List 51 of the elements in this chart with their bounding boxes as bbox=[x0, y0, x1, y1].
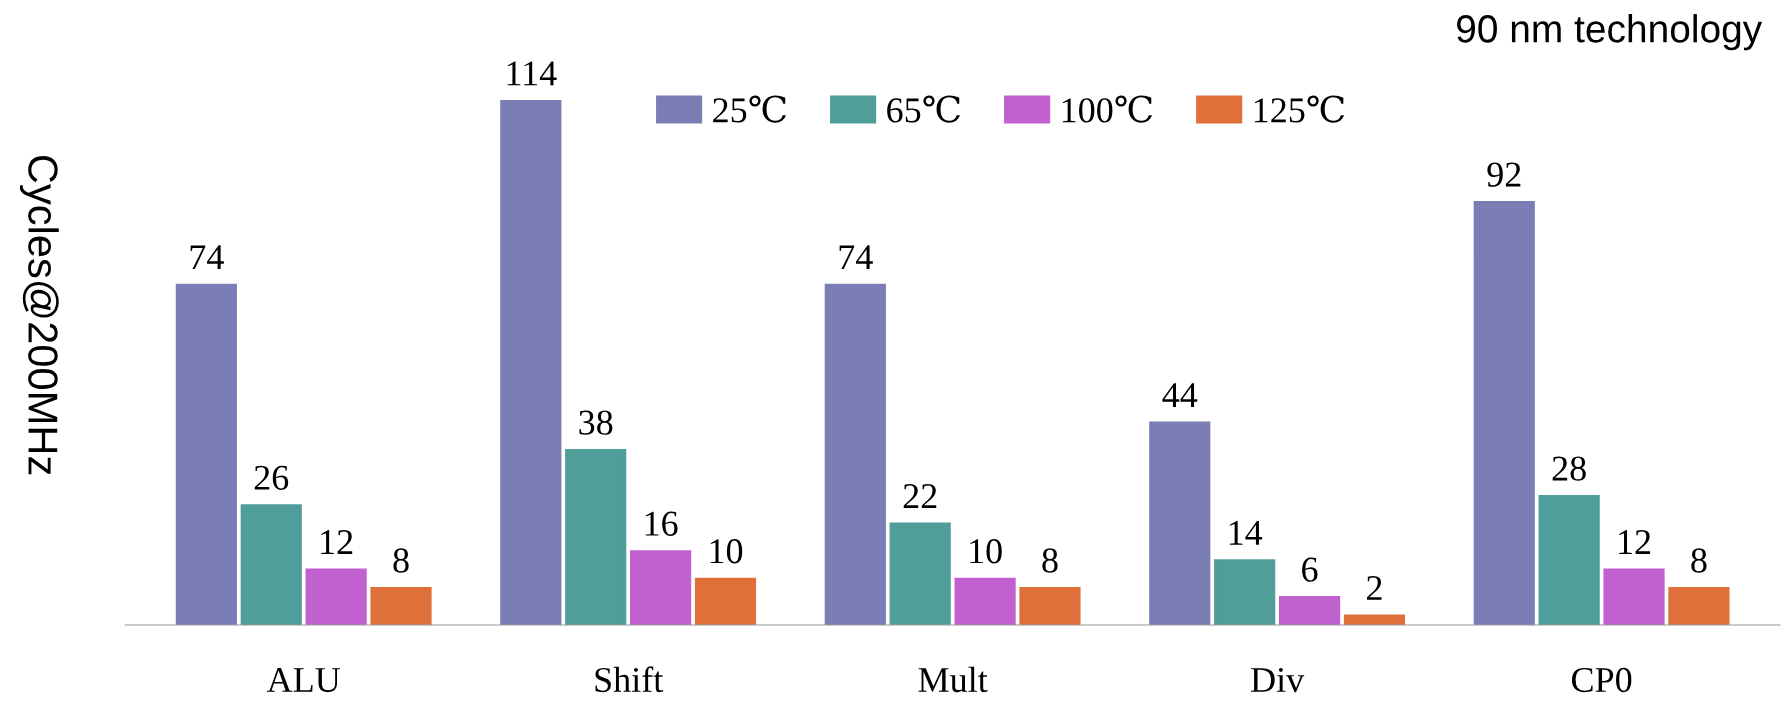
data-label: 92 bbox=[1487, 162, 1521, 187]
bar bbox=[500, 99, 562, 626]
legend-label: 65℃ bbox=[887, 95, 960, 123]
x-tick-label: Div bbox=[1251, 667, 1305, 693]
bar bbox=[240, 504, 302, 626]
bar bbox=[630, 550, 692, 626]
bar bbox=[694, 577, 757, 626]
data-label: 6 bbox=[1302, 557, 1318, 582]
data-label: 44 bbox=[1162, 383, 1198, 407]
data-label: 74 bbox=[839, 245, 873, 270]
legend-label: 25℃ bbox=[713, 95, 786, 123]
data-label: 8 bbox=[1042, 548, 1058, 573]
legend-label: 100℃ bbox=[1062, 95, 1153, 123]
bar bbox=[1019, 586, 1081, 626]
bar bbox=[565, 449, 627, 626]
data-label: 8 bbox=[393, 548, 409, 573]
data-label: 14 bbox=[1229, 520, 1263, 545]
data-label: 12 bbox=[321, 530, 353, 554]
bar bbox=[1214, 559, 1276, 626]
bar bbox=[1603, 568, 1665, 626]
data-label: 114 bbox=[507, 61, 557, 86]
data-label: 12 bbox=[1619, 530, 1651, 554]
data-label: 8 bbox=[1691, 548, 1707, 573]
y-axis-title: Cycles@200MHz bbox=[19, 155, 59, 475]
data-label: 10 bbox=[710, 539, 743, 564]
x-tick-label: Mult bbox=[918, 666, 988, 693]
data-label: 38 bbox=[579, 410, 613, 435]
x-tick-label: ALU bbox=[266, 667, 341, 693]
data-label: 10 bbox=[970, 539, 1002, 564]
bar bbox=[954, 577, 1016, 626]
data-label: 26 bbox=[254, 465, 289, 490]
legend-label: 125℃ bbox=[1254, 95, 1345, 123]
data-label: 16 bbox=[645, 511, 678, 536]
bar bbox=[1278, 596, 1341, 626]
data-label: 28 bbox=[1552, 456, 1586, 481]
bar bbox=[824, 283, 886, 626]
bar bbox=[175, 283, 237, 626]
data-label: 74 bbox=[190, 245, 224, 270]
bar bbox=[370, 586, 432, 626]
x-tick-label: Shift bbox=[595, 666, 664, 693]
bar bbox=[889, 522, 951, 626]
bar bbox=[1343, 614, 1406, 626]
bar bbox=[1538, 495, 1600, 626]
data-label: 2 bbox=[1367, 575, 1382, 600]
bar bbox=[1149, 421, 1211, 626]
data-label: 22 bbox=[903, 484, 937, 508]
x-tick-label: CP0 bbox=[1571, 667, 1632, 693]
bar bbox=[305, 568, 367, 626]
chart-title: 90 nm technology bbox=[1457, 14, 1763, 51]
bar bbox=[1473, 201, 1535, 626]
bar bbox=[1668, 586, 1730, 626]
